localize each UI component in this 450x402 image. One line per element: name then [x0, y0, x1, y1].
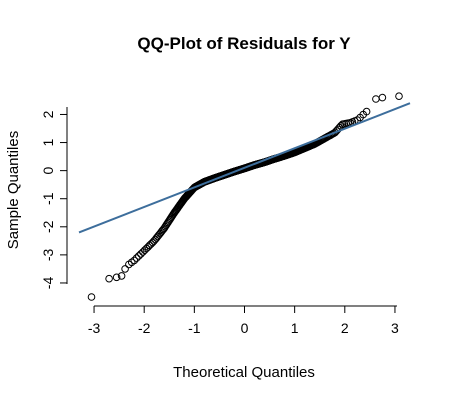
y-tick-label: -3 [40, 248, 56, 261]
x-tick-label: 1 [291, 320, 299, 336]
data-point [130, 256, 139, 265]
reference-line [78, 102, 411, 234]
x-ticks: -3 -2 -1 0 1 2 3 [88, 306, 399, 336]
y-axis-label: Sample Quantiles [5, 131, 22, 249]
y-tick-label: 1 [40, 138, 56, 146]
data-point [372, 95, 380, 103]
x-tick-label: 2 [341, 320, 349, 336]
x-tick-label: -2 [138, 320, 151, 336]
data-point [135, 252, 143, 260]
chart-title: QQ-Plot of Residuals for Y [137, 34, 351, 53]
data-point [112, 273, 121, 282]
data-point [87, 293, 96, 301]
data-point [132, 254, 141, 262]
x-tick-label: -1 [188, 320, 201, 336]
x-tick-label: -3 [88, 320, 101, 336]
y-tick-label: -1 [40, 192, 56, 205]
x-tick-label: 3 [391, 320, 399, 336]
y-tick-label: 2 [40, 110, 56, 118]
y-ticks: -4 -3 -2 -1 0 1 2 [40, 110, 67, 289]
data-point [362, 107, 371, 116]
data-point [105, 274, 113, 283]
y-tick-label: -4 [40, 277, 56, 290]
data-point [378, 93, 387, 102]
y-tick-label: 0 [40, 167, 56, 175]
data-point [395, 92, 403, 100]
x-axis-label: Theoretical Quantiles [173, 364, 315, 381]
data-point [121, 265, 129, 273]
data-point [117, 272, 126, 280]
y-tick-label: -2 [40, 220, 56, 233]
x-tick-label: 0 [241, 320, 249, 336]
